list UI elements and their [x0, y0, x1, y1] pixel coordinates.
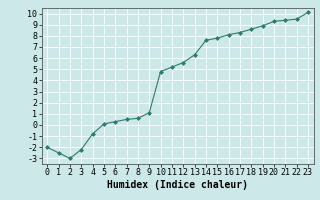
X-axis label: Humidex (Indice chaleur): Humidex (Indice chaleur) — [107, 180, 248, 190]
